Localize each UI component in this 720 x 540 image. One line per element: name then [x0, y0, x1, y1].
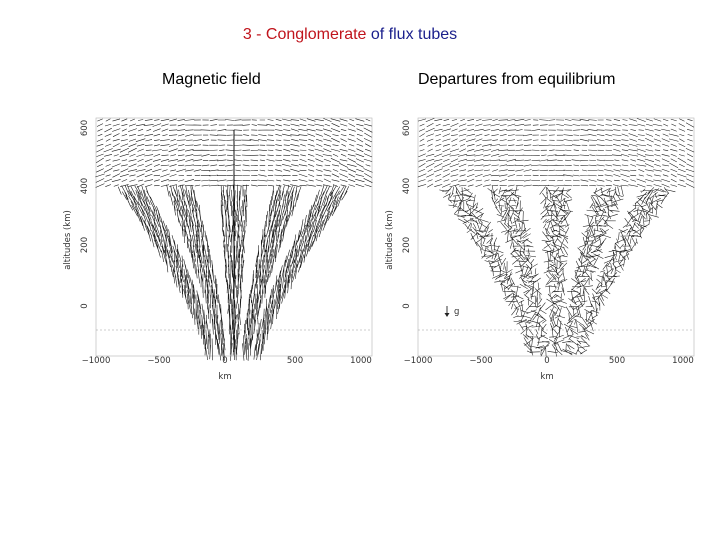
x-tick-label: 1000: [350, 356, 372, 366]
y-tick-label: 0: [402, 303, 412, 308]
magnetic-field-plot: −1000 −500 0 500 1000 600 400 200 0 alti…: [63, 117, 373, 382]
vector-field: [95, 118, 373, 361]
x-ticks: −1000 −500 0 500 1000: [82, 356, 372, 366]
y-tick-label: 600: [80, 120, 90, 136]
x-tick-label: −1000: [404, 356, 433, 366]
x-tick-label: −500: [147, 356, 170, 366]
x-axis-label: km: [218, 372, 231, 382]
x-tick-label: 500: [609, 356, 625, 366]
departures-plot: −1000 −500 0 500 1000 600 400 200 0 alti…: [385, 117, 695, 382]
panel-heading-magnetic-field: Magnetic field: [162, 71, 261, 88]
x-tick-label: 0: [544, 356, 549, 366]
y-tick-label: 400: [80, 178, 90, 194]
x-ticks: −1000 −500 0 500 1000: [404, 356, 694, 366]
x-tick-label: 1000: [672, 356, 694, 366]
panel-heading-departures: Departures from equilibrium: [418, 71, 616, 88]
field-vectors: [417, 117, 695, 357]
field-vectors: [95, 118, 373, 361]
plot-frame: [417, 117, 695, 357]
plot-frame: [95, 117, 373, 357]
arrowhead-icon: [444, 313, 450, 317]
title-part-red: 3 - Conglomerate: [242, 26, 367, 43]
y-axis-label: altitudes (km): [63, 210, 73, 270]
y-tick-label: 600: [402, 120, 412, 136]
y-tick-label: 400: [402, 178, 412, 194]
x-axis-label: km: [540, 372, 553, 382]
y-tick-label: 200: [402, 237, 412, 253]
title-part-blue: of flux tubes: [370, 26, 458, 43]
x-tick-label: 0: [222, 356, 227, 366]
x-tick-label: −1000: [82, 356, 111, 366]
y-ticks: 600 400 200 0: [80, 120, 90, 309]
y-ticks: 600 400 200 0: [402, 120, 412, 309]
x-tick-label: 500: [287, 356, 303, 366]
vector-field: [417, 117, 695, 357]
slide-title: 3 - Conglomerate of flux tubes: [0, 26, 700, 44]
y-tick-label: 0: [80, 303, 90, 308]
x-tick-label: −500: [469, 356, 492, 366]
gravity-annotation: g: [444, 306, 459, 317]
gravity-label: g: [454, 307, 459, 317]
y-axis-label: altitudes (km): [385, 210, 395, 270]
y-tick-label: 200: [80, 237, 90, 253]
